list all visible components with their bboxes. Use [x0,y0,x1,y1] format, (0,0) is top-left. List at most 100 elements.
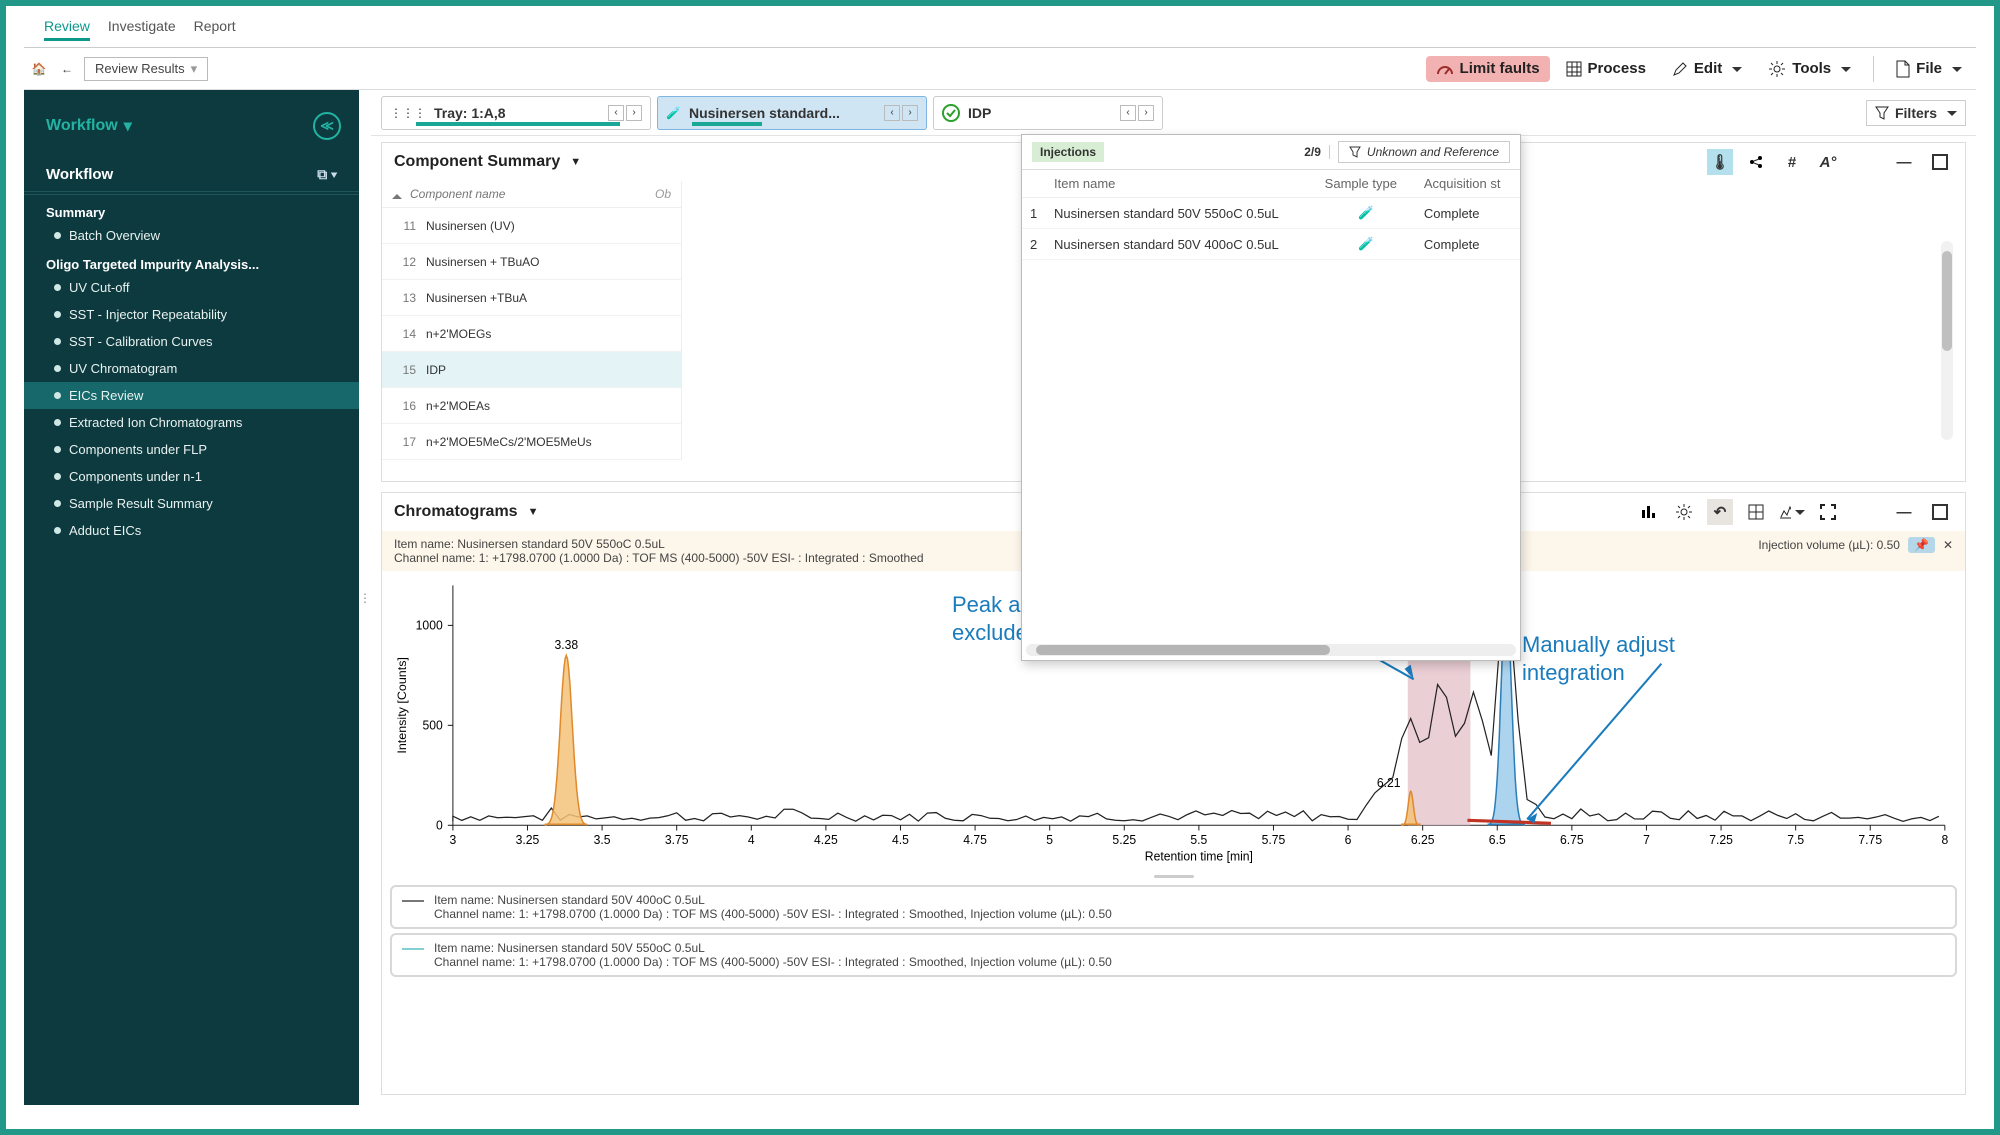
tab-report[interactable]: Report [194,18,236,41]
splitter-handle[interactable]: ⋮ [359,90,371,1105]
svg-text:4.5: 4.5 [892,833,909,847]
workflow-header-label: Workflow [46,117,118,135]
pencil-icon [1672,61,1688,77]
table-row[interactable]: 12Nusinersen + TBuAO [382,244,681,280]
sidebar-item-label: SST - Calibration Curves [69,334,213,349]
close-icon[interactable]: ✕ [1943,538,1953,552]
sidebar-item[interactable]: Components under FLP [24,436,359,463]
next-icon[interactable]: › [1138,105,1154,121]
thermometer-icon[interactable]: 🌡 [1707,149,1733,175]
tab-review[interactable]: Review [44,18,90,41]
table-row[interactable]: 13Nusinersen +TBuA [382,280,681,316]
component-label: IDP [968,105,991,121]
sidebar-item[interactable]: SST - Calibration Curves [24,328,359,355]
sidebar-item[interactable]: Sample Result Summary [24,490,359,517]
injections-filter-button[interactable]: Unknown and Reference [1338,141,1510,163]
table-row[interactable]: 17n+2'MOE5MeCs/2'MOE5MeUs [382,424,681,460]
vial-icon: 🧪 [666,106,681,120]
svg-text:6.25: 6.25 [1411,833,1435,847]
file-icon [1896,60,1910,78]
tab-investigate[interactable]: Investigate [108,18,176,41]
horizontal-scrollbar[interactable] [1026,644,1516,656]
layout-icon[interactable] [1743,499,1769,525]
copy-icon[interactable]: ⧉ ▾ [317,166,337,183]
file-button[interactable]: File [1886,56,1972,82]
table-row[interactable]: 2Nusinersen standard 50V 400oC 0.5uL🧪Com… [1022,229,1520,260]
breadcrumb[interactable]: Review Results ▾ [84,57,208,81]
tray-label: Tray: 1:A,8 [434,105,506,121]
table-row[interactable]: 16n+2'MOEAs [382,388,681,424]
minimize-icon[interactable]: — [1891,499,1917,525]
share-icon[interactable] [1743,149,1769,175]
maximize-icon[interactable] [1927,149,1953,175]
col-ob: Ob [655,187,671,201]
table-row[interactable]: 11Nusinersen (UV) [382,208,681,244]
undo-icon[interactable]: ↶ [1707,499,1733,525]
next-icon[interactable]: › [902,105,918,121]
injections-table: Item name Sample type Acquisition st 1Nu… [1022,170,1520,260]
vertical-scrollbar[interactable] [1941,241,1953,440]
resize-handle[interactable] [382,871,1965,881]
edit-button[interactable]: Edit [1662,56,1752,81]
sidebar-item[interactable]: SST - Injector Repeatability [24,301,359,328]
injections-filter-label: Unknown and Reference [1367,145,1499,159]
sidebar-item-label: UV Cut-off [69,280,129,295]
svg-text:Retention time [min]: Retention time [min] [1145,850,1253,864]
workflow-section-title: Workflow ⧉ ▾ [24,158,359,192]
svg-text:3: 3 [450,833,457,847]
collapse-sidebar-icon[interactable]: ≪ [313,112,341,140]
sidebar-item-batch-overview[interactable]: Batch Overview [24,222,359,249]
sidebar-item-label: Sample Result Summary [69,496,213,511]
structure-icon[interactable]: A° [1815,149,1841,175]
back-icon[interactable]: ← [56,58,78,80]
hash-icon[interactable]: # [1779,149,1805,175]
prev-icon[interactable]: ‹ [1120,105,1136,121]
sample-chip[interactable]: 🧪 Nusinersen standard... ‹› [657,96,927,130]
svg-text:5.75: 5.75 [1262,833,1286,847]
annotation-manual: Manually adjust integration [1522,631,1762,686]
workflow-section-label: Workflow [46,166,113,183]
sidebar-item[interactable]: Components under n-1 [24,463,359,490]
table-row[interactable]: 14n+2'MOEGs [382,316,681,352]
minimize-icon[interactable]: — [1891,149,1917,175]
main-split: Workflow ▾ ≪ Workflow ⧉ ▾ Summary Batch … [24,90,1976,1105]
filters-button[interactable]: Filters [1866,100,1966,126]
sort-icon[interactable] [392,189,402,199]
sidebar-item-label: EICs Review [69,388,143,403]
next-icon[interactable]: › [626,105,642,121]
sidebar-item[interactable]: Adduct EICs [24,517,359,544]
table-row[interactable]: 1Nusinersen standard 50V 550oC 0.5uL🧪Com… [1022,198,1520,229]
fullscreen-icon[interactable] [1815,499,1841,525]
component-chip[interactable]: IDP ‹› [933,96,1163,130]
home-icon[interactable]: 🏠 [28,58,50,80]
svg-text:6.5: 6.5 [1489,833,1506,847]
sidebar-item[interactable]: UV Cut-off [24,274,359,301]
limit-faults-button[interactable]: Limit faults [1426,56,1550,82]
settings-icon[interactable] [1671,499,1697,525]
chart-type-icon[interactable] [1779,499,1805,525]
sidebar-item[interactable]: Extracted Ion Chromatograms [24,409,359,436]
table-row[interactable]: 15IDP [382,352,681,388]
pin-icon[interactable]: 📌 [1908,537,1935,553]
sidebar-item[interactable]: EICs Review [24,382,359,409]
injections-count: 2/9 [1304,145,1330,159]
svg-text:500: 500 [422,718,442,732]
prev-icon[interactable]: ‹ [884,105,900,121]
breadcrumb-text: Review Results [95,61,185,76]
maximize-icon[interactable] [1927,499,1953,525]
svg-text:3.25: 3.25 [516,833,540,847]
svg-text:1000: 1000 [416,618,443,632]
sidebar-item-label: SST - Injector Repeatability [69,307,227,322]
sidebar-item-label: Extracted Ion Chromatograms [69,415,242,430]
component-table: Component nameOb 11Nusinersen (UV)12Nusi… [382,181,682,460]
tray-chip[interactable]: ⋮⋮⋮ Tray: 1:A,8 ‹› [381,96,651,130]
tools-button[interactable]: Tools [1758,56,1861,82]
sidebar-item[interactable]: UV Chromatogram [24,355,359,382]
svg-text:5: 5 [1046,833,1053,847]
summary-group: Summary [24,197,359,222]
process-button[interactable]: Process [1556,56,1656,81]
toolbar: 🏠 ← Review Results ▾ Limit faults Proces… [24,48,1976,90]
context-bar: ⋮⋮⋮ Tray: 1:A,8 ‹› 🧪 Nusinersen standard… [371,90,1976,136]
prev-icon[interactable]: ‹ [608,105,624,121]
bars-icon[interactable] [1635,499,1661,525]
